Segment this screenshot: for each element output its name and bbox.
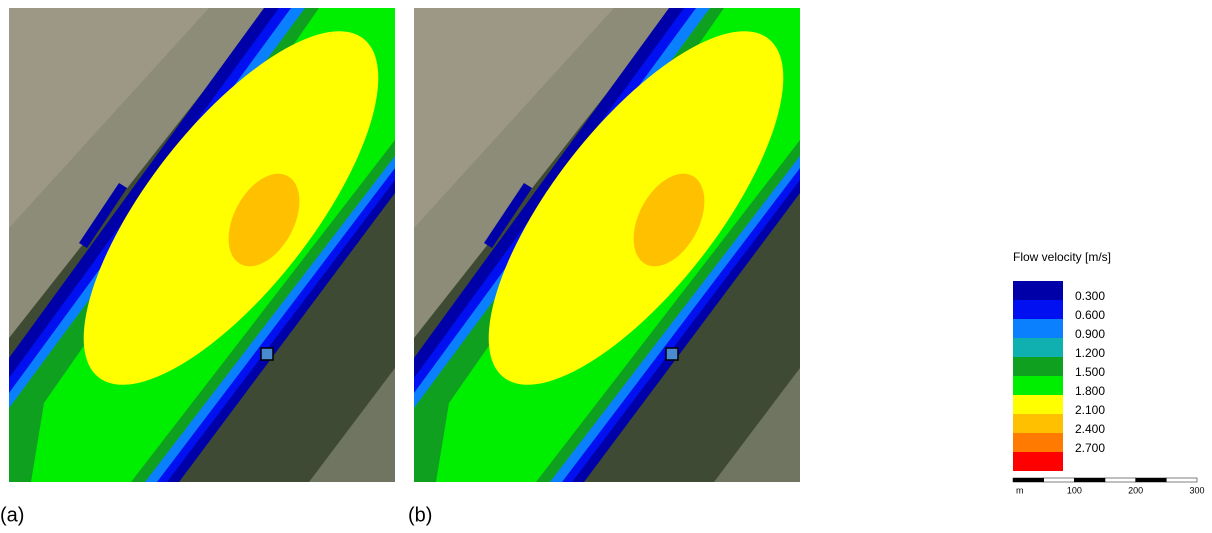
scale-segment	[1013, 478, 1044, 482]
legend: 0.300 0.600 0.900 1.200 1.500 1.800 2.100 2.400…	[1013, 281, 1105, 471]
legend-label: 0.300	[1075, 289, 1105, 303]
panel-label: (b)	[408, 504, 432, 526]
scale-segment	[1044, 478, 1075, 482]
legend-swatch	[1013, 281, 1063, 300]
legend-label: 1.200	[1075, 346, 1105, 360]
scale-bar: m 100 200 300	[1013, 478, 1205, 495]
scale-label: 100	[1067, 485, 1082, 495]
legend-label: 2.700	[1075, 441, 1105, 455]
legend-swatch	[1013, 452, 1063, 471]
legend-label: 2.100	[1075, 403, 1105, 417]
scale-segment	[1166, 478, 1197, 482]
panel-label: (a)	[0, 504, 24, 526]
legend-swatch	[1013, 433, 1063, 452]
legend-swatch	[1013, 300, 1063, 319]
legend-label: 1.800	[1075, 384, 1105, 398]
legend-label: 1.500	[1075, 365, 1105, 379]
legend-title: Flow velocity [m/s]	[1013, 250, 1111, 264]
legend-label: 0.900	[1075, 327, 1105, 341]
legend-swatch	[1013, 357, 1063, 376]
map-a	[9, 0, 428, 482]
legend-swatch	[1013, 395, 1063, 414]
legend-swatch	[1013, 414, 1063, 433]
scale-label: 200	[1128, 485, 1143, 495]
legend-label: 2.400	[1075, 422, 1105, 436]
legend-swatch	[1013, 376, 1063, 395]
scale-segment	[1074, 478, 1105, 482]
legend-swatch	[1013, 319, 1063, 338]
figure: (a) (b) Flow velocity [m/s] 0.3000.6000.…	[0, 0, 1212, 528]
scale-segment	[1136, 478, 1167, 482]
scale-label: m	[1016, 485, 1024, 495]
legend-label: 0.600	[1075, 308, 1105, 322]
legend-swatch	[1013, 338, 1063, 357]
map-b	[414, 0, 833, 482]
scale-label: 300	[1189, 485, 1204, 495]
scale-segment	[1105, 478, 1136, 482]
